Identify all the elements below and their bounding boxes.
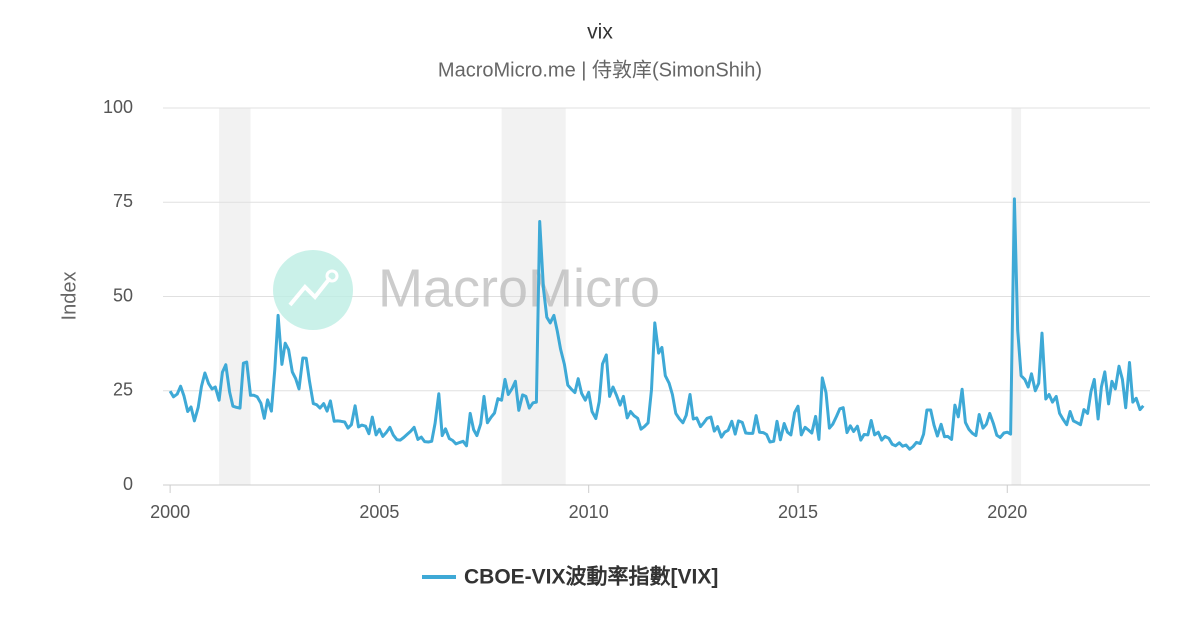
watermark-logo <box>273 250 353 330</box>
chart-subtitle: MacroMicro.me | 侍敦庠(SimonShih) <box>438 58 762 81</box>
y-tick-label: 100 <box>103 97 133 117</box>
chart-title: vix <box>587 21 613 44</box>
x-tick-label: 2000 <box>150 502 190 522</box>
x-tick-label: 2015 <box>778 502 818 522</box>
legend: CBOE-VIX波動率指數[VIX] <box>422 565 718 589</box>
x-tick-label: 2010 <box>569 502 609 522</box>
watermark-text: MacroMicro <box>378 258 660 318</box>
y-tick-label: 25 <box>113 380 133 400</box>
y-tick-label: 0 <box>123 474 133 494</box>
y-tick-label: 50 <box>113 285 133 305</box>
y-tick-label: 75 <box>113 191 133 211</box>
legend-label: CBOE-VIX波動率指數[VIX] <box>464 565 718 589</box>
y-axis-label: Index <box>58 272 80 321</box>
series-line <box>168 197 1145 451</box>
x-tick-label: 2005 <box>359 502 399 522</box>
x-tick-label: 2020 <box>987 502 1027 522</box>
